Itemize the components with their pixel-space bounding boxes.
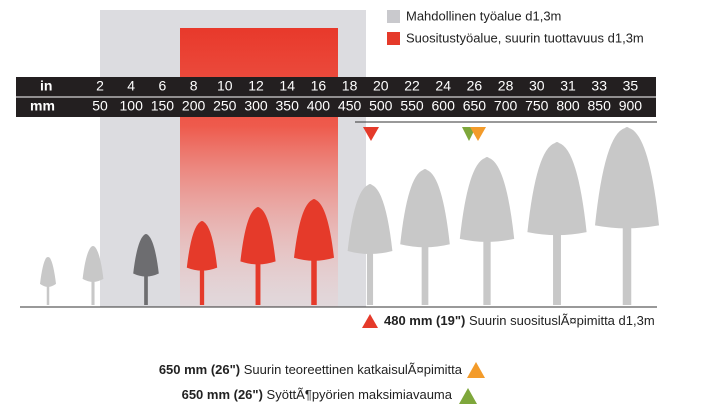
- mm-label: 300: [244, 98, 268, 114]
- inch-label: 2: [96, 78, 104, 94]
- unit-label: in: [40, 78, 52, 94]
- inch-label: 8: [190, 78, 198, 94]
- tree-trunk: [144, 272, 148, 306]
- inch-label: 30: [529, 78, 545, 94]
- note: 650 mm (26") Suurin teoreettinen katkais…: [159, 362, 463, 377]
- infographic: Mahdollinen työalue d1,3m Suositustyöalu…: [0, 0, 703, 405]
- inch-label: 12: [248, 78, 264, 94]
- inch-label: 33: [591, 78, 607, 94]
- inch-label: 22: [404, 78, 420, 94]
- tree-trunk: [367, 249, 373, 305]
- mm-label: 900: [619, 98, 643, 114]
- tree-trunk: [311, 256, 317, 305]
- note: 650 mm (26") SyöttÃ¶pyörien maksimiavaum…: [182, 387, 453, 402]
- inch-label: 6: [159, 78, 167, 94]
- mm-label: 150: [151, 98, 175, 114]
- unit-label: mm: [30, 98, 55, 114]
- mm-label: 850: [588, 98, 612, 114]
- mm-label: 250: [213, 98, 237, 114]
- tree-trunk: [256, 259, 261, 305]
- inch-label: 28: [498, 78, 514, 94]
- tree-trunk: [553, 230, 561, 305]
- legend-swatch: [387, 10, 400, 23]
- tree-crown: [400, 169, 450, 247]
- inch-label: 10: [217, 78, 233, 94]
- mm-label: 500: [369, 98, 393, 114]
- inch-label: 16: [311, 78, 327, 94]
- inch-label: 4: [127, 78, 135, 94]
- tree-trunk: [483, 237, 490, 305]
- tree-crown: [595, 127, 659, 228]
- tree-trunk: [200, 266, 204, 305]
- mm-label: 700: [494, 98, 518, 114]
- mm-label: 100: [120, 98, 144, 114]
- tree-crown: [460, 157, 514, 242]
- mm-label: 800: [556, 98, 580, 114]
- mm-label: 400: [307, 98, 331, 114]
- mm-label: 650: [463, 98, 487, 114]
- legend-label: Suositustyöalue, suurin tuottavuus d1,3m: [406, 30, 644, 45]
- inch-label: 35: [623, 78, 639, 94]
- inch-label: 24: [435, 78, 451, 94]
- mm-label: 50: [92, 98, 108, 114]
- mm-label: 200: [182, 98, 206, 114]
- mm-label: 350: [276, 98, 300, 114]
- tree-crown: [40, 257, 56, 287]
- tree-trunk: [623, 223, 632, 305]
- tree-crown: [527, 142, 586, 235]
- tree-trunk: [422, 242, 429, 305]
- mm-label: 550: [400, 98, 424, 114]
- mm-label: 600: [432, 98, 456, 114]
- inch-label: 26: [467, 78, 483, 94]
- note: 480 mm (19") Suurin suosituslÃ¤pimitta d…: [384, 313, 655, 328]
- legend-label: Mahdollinen työalue d1,3m: [406, 8, 561, 23]
- mm-label: 450: [338, 98, 362, 114]
- inch-label: 14: [279, 78, 295, 94]
- legend-swatch: [387, 32, 400, 45]
- inch-label: 31: [560, 78, 576, 94]
- inch-label: 18: [342, 78, 358, 94]
- mm-label: 750: [525, 98, 549, 114]
- inch-label: 20: [373, 78, 389, 94]
